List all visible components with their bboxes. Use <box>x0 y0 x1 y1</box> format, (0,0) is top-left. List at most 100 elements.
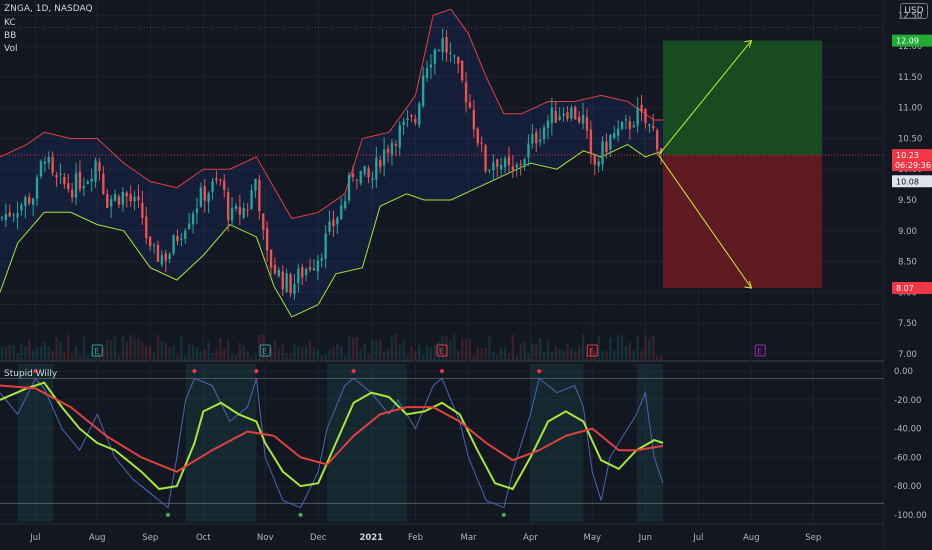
volume-bar <box>47 346 50 360</box>
volume-bar <box>281 344 284 360</box>
candle-body <box>172 235 175 254</box>
volume-bar <box>293 344 296 360</box>
candle-body <box>398 125 401 148</box>
stop-zone[interactable] <box>663 155 823 288</box>
candle-body <box>67 183 70 190</box>
candle-body <box>628 120 632 129</box>
volume-bar <box>320 355 323 360</box>
indicator-vol-label[interactable]: Vol <box>4 44 18 54</box>
volume-bar <box>476 346 479 360</box>
candle-body <box>0 217 4 219</box>
volume-bar <box>273 341 277 360</box>
candle-body <box>648 123 651 126</box>
volume-bar <box>0 346 4 360</box>
volume-bar <box>20 343 23 360</box>
volume-bar <box>394 334 398 360</box>
price-tick-label: 12.50 <box>898 11 922 21</box>
candle-body <box>277 269 281 277</box>
volume-bar <box>4 346 8 360</box>
candle-body <box>24 197 27 207</box>
volume-bar <box>82 336 86 360</box>
candle-body <box>168 254 171 260</box>
earnings-marker-label: E <box>439 347 444 356</box>
volume-bar <box>472 355 476 360</box>
volume-bar <box>515 355 518 360</box>
candle-body <box>152 244 156 246</box>
earnings-marker-label: E <box>589 347 594 356</box>
candle-body <box>476 128 479 144</box>
candle-body <box>117 196 121 205</box>
oscillator-panel[interactable] <box>0 364 884 522</box>
target-price-label-bg <box>892 34 932 47</box>
candle-body <box>507 156 511 165</box>
osc-buy-dot <box>165 512 170 517</box>
osc-shade <box>530 364 584 522</box>
candle-body <box>242 207 245 218</box>
indicator-kc-label[interactable]: KC <box>4 18 16 28</box>
volume-bar <box>312 347 316 360</box>
x-tick-label: Aug <box>743 533 760 543</box>
volume-bar <box>43 341 47 360</box>
candle-body <box>577 116 581 122</box>
stop-price-label: 8.07 <box>896 284 914 293</box>
earnings-marker[interactable] <box>754 344 766 357</box>
candle-body <box>457 56 460 64</box>
candle-body <box>121 192 125 205</box>
earnings-marker[interactable] <box>586 344 598 357</box>
candle-body <box>223 180 226 190</box>
candle-body <box>109 199 113 207</box>
volume-bar <box>63 351 66 360</box>
x-tick-label: May <box>583 533 601 543</box>
volume-bar <box>242 345 245 360</box>
volume-bar <box>129 334 132 360</box>
target-zone[interactable] <box>663 40 823 156</box>
candle-body <box>531 134 534 144</box>
earnings-marker[interactable] <box>436 344 448 357</box>
candle-body <box>191 213 195 225</box>
volume-bar <box>152 352 156 360</box>
candle-body <box>379 160 382 168</box>
osc-sell-dot <box>192 369 197 374</box>
osc-series-line <box>0 381 664 491</box>
candle-body <box>636 107 639 126</box>
candle-body <box>605 141 608 153</box>
x-tick-label: Sep <box>142 533 158 543</box>
indicator-bb-label[interactable]: BB <box>4 31 17 41</box>
candle-body <box>289 274 292 293</box>
volume-bar <box>207 342 210 360</box>
currency-button[interactable]: USD <box>900 3 928 19</box>
x-tick-label: Feb <box>408 533 423 543</box>
candle-body <box>43 161 47 164</box>
candle-body <box>359 170 362 184</box>
candle-body <box>652 125 655 129</box>
volume-bar <box>410 346 413 360</box>
last-price-label: 10.23 <box>896 151 919 160</box>
candle-body <box>367 168 370 178</box>
candle-body <box>238 206 242 215</box>
x-tick-label: Mar <box>460 533 477 543</box>
candle-body <box>472 109 476 130</box>
volume-bar <box>402 339 405 360</box>
earnings-marker[interactable] <box>91 344 103 357</box>
volume-bar <box>35 347 39 360</box>
candle-body <box>39 161 43 177</box>
volume-bar <box>652 336 655 360</box>
earnings-marker[interactable] <box>259 344 271 357</box>
volume-bar <box>488 335 491 360</box>
candle-body <box>31 198 35 205</box>
volume-bar <box>90 352 93 360</box>
volume-bar <box>574 351 577 360</box>
volume-bar <box>141 341 144 360</box>
volume-bar <box>546 339 550 360</box>
candle-body <box>433 49 437 64</box>
volume-bar <box>168 346 171 360</box>
volume-bar <box>265 355 269 360</box>
volume-bar <box>464 338 468 360</box>
volume-bar <box>230 354 234 360</box>
volume-bar <box>211 353 214 360</box>
volume-bar <box>406 355 409 360</box>
volume-bar <box>605 351 608 360</box>
volume-bar <box>640 350 643 360</box>
